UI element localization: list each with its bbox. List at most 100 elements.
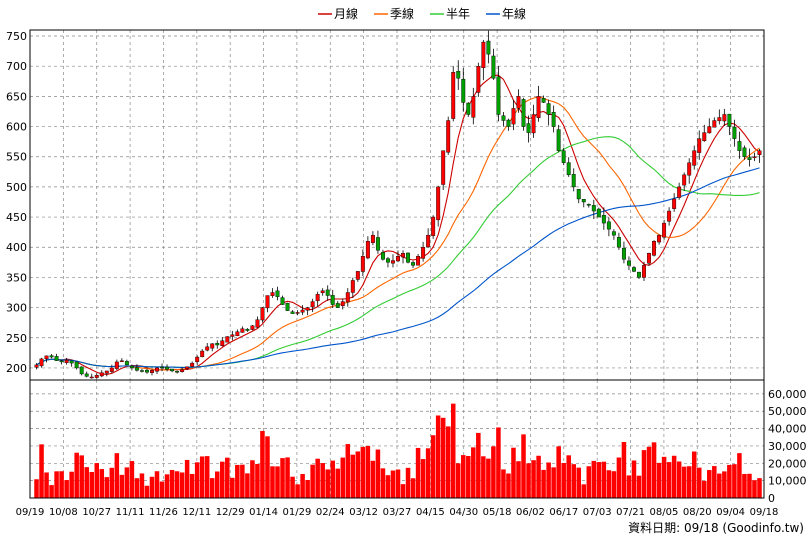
candle-body — [752, 156, 757, 158]
candle-body — [84, 373, 89, 377]
volume-bar — [651, 442, 657, 498]
candle-body — [325, 289, 330, 296]
price-tick-label: 700 — [6, 60, 27, 73]
candle-body — [350, 280, 355, 293]
candle-body — [250, 325, 255, 330]
candle-body — [712, 120, 717, 128]
candle-body — [431, 216, 436, 236]
candle-body — [591, 205, 596, 212]
volume-bar — [295, 484, 300, 498]
candle-body — [114, 361, 119, 369]
legend-label-halfyear: 半年 — [446, 7, 470, 21]
candle-body — [466, 102, 471, 115]
candle-body — [421, 247, 426, 259]
candle-body — [185, 366, 190, 369]
candle-body — [456, 70, 461, 79]
volume-bar — [390, 470, 396, 498]
date-tick-label: 08/05 — [649, 507, 678, 518]
volume-bar — [561, 462, 566, 498]
candle-body — [682, 174, 687, 186]
volume-bar — [260, 430, 265, 498]
volume-bar — [646, 446, 652, 498]
volume-bar — [174, 471, 180, 498]
candle-body — [601, 215, 606, 224]
volume-bar — [601, 461, 607, 498]
volume-bar — [365, 445, 371, 498]
candle-body — [320, 290, 325, 293]
candle-body — [546, 103, 551, 115]
volume-bar — [330, 460, 335, 498]
volume-bar — [757, 478, 762, 498]
candle-body — [340, 301, 345, 307]
volume-bar — [546, 462, 551, 498]
candle-body — [74, 361, 79, 369]
volume-bar — [340, 457, 346, 498]
footer-source: 資料日期: 09/18 (Goodinfo.tw) — [628, 521, 804, 535]
candle-body — [486, 40, 491, 55]
volume-bar — [671, 455, 677, 498]
volume-bar — [194, 462, 200, 498]
volume-bar — [169, 469, 175, 498]
candle-body — [581, 199, 586, 203]
volume-bar — [370, 460, 376, 498]
volume-bar — [220, 461, 225, 498]
volume-bars — [34, 403, 762, 498]
volume-bar — [39, 444, 44, 498]
volume-bar — [99, 469, 105, 498]
volume-bar — [501, 469, 506, 498]
candle-body — [521, 99, 526, 127]
volume-bar — [536, 455, 541, 498]
volume-bar — [225, 457, 230, 498]
candle-body — [461, 78, 466, 103]
volume-bar — [676, 461, 682, 498]
candle-body — [225, 336, 230, 343]
candle-body — [170, 368, 175, 372]
candle-body — [275, 290, 280, 297]
volume-bar — [209, 478, 215, 498]
candle-body — [722, 114, 727, 122]
candle-body — [64, 359, 69, 363]
candle-body — [707, 126, 712, 134]
price-axis-ticks: 200 250 300 350 400 450 500 550 600 650 700 750 — [6, 30, 27, 375]
date-tick-label: 09/04 — [716, 507, 745, 518]
volume-axis-ticks: 0 10,000 20,000 30,000 40,000 50,000 60,000 — [768, 388, 807, 505]
volume-bar — [199, 456, 205, 498]
date-tick-label: 09/19 — [16, 507, 45, 518]
volume-bar — [742, 473, 747, 498]
candle-body — [330, 295, 335, 305]
volume-bar — [666, 462, 672, 498]
candle-body — [526, 123, 531, 133]
volume-bar — [49, 485, 54, 498]
volume-bar — [129, 461, 135, 498]
price-tick-label: 300 — [6, 302, 27, 315]
volume-bar — [541, 469, 546, 498]
candle-body — [426, 234, 431, 248]
candle-body — [571, 174, 576, 188]
candle-body — [69, 360, 74, 364]
candle-body — [667, 210, 672, 222]
candle-body — [441, 150, 446, 185]
volume-bar — [345, 444, 351, 498]
candle-body — [134, 367, 139, 371]
candle-body — [757, 150, 762, 155]
volume-bar — [189, 473, 195, 498]
ma-line-1 — [36, 96, 760, 371]
date-tick-label: 08/20 — [683, 507, 712, 518]
candle-body — [315, 294, 320, 302]
candle-body — [355, 271, 360, 280]
candle-body — [375, 237, 380, 251]
volume-bar — [320, 463, 325, 498]
candle-body — [401, 253, 405, 258]
price-tick-label: 400 — [6, 241, 27, 254]
date-tick-label: 04/15 — [416, 507, 445, 518]
candle-body — [637, 271, 641, 278]
candle-body — [360, 256, 365, 272]
date-tick-label: 12/29 — [216, 507, 245, 518]
candle-body — [476, 66, 481, 93]
candle-body — [611, 231, 616, 236]
legend: 月線 季線 半年 年線 — [318, 6, 526, 21]
date-tick-label: 04/30 — [449, 507, 478, 518]
candle-body — [677, 186, 682, 198]
candle-body — [662, 222, 667, 238]
